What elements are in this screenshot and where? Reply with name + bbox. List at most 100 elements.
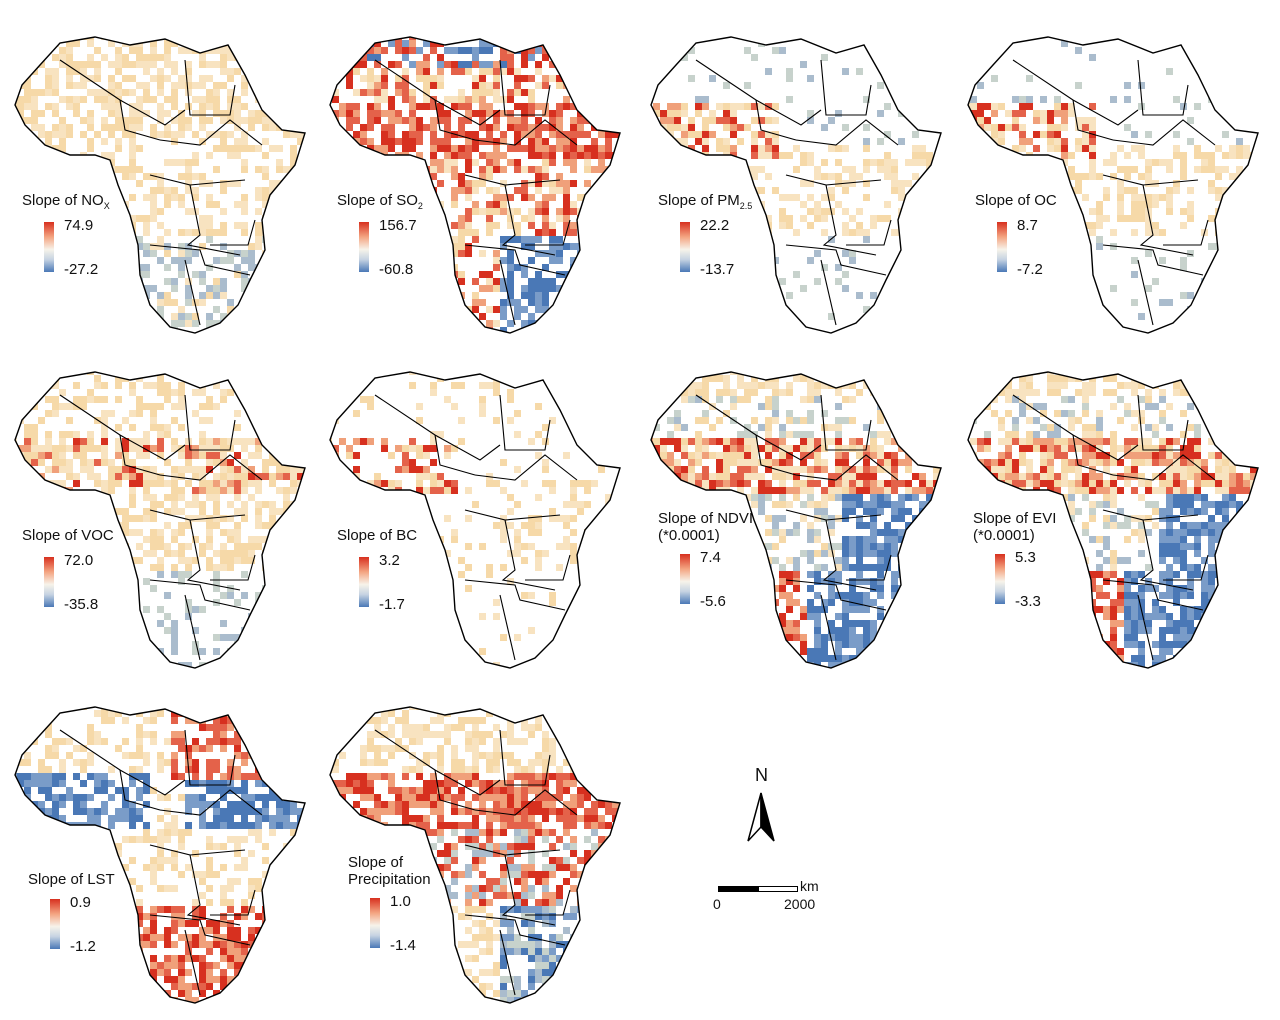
country-border [184, 59, 236, 116]
africa-map-evi [967, 371, 1259, 669]
panel-pm25: Slope of PM2.5 22.2 -13.7 [636, 5, 956, 345]
country-border [1137, 259, 1154, 326]
country-border [184, 929, 201, 996]
country-border [1137, 59, 1189, 116]
country-border [210, 889, 256, 916]
legend-title: Slope of SO2 [337, 192, 423, 211]
country-border [149, 844, 241, 926]
legend-max: 0.9 [70, 893, 91, 911]
country-border [504, 514, 561, 521]
legend-precip: Slope of Precipitation 1.0 -1.4 [348, 854, 431, 954]
legend-max: 3.2 [379, 551, 400, 569]
africa-coastline [14, 706, 306, 1004]
legend-nox: Slope of NOX 74.9 -27.2 [22, 192, 110, 277]
country-border [1137, 594, 1154, 661]
color-ramp [44, 221, 54, 272]
country-border [525, 554, 571, 581]
africa-map-nox [14, 36, 306, 334]
country-border [119, 99, 161, 141]
country-border [184, 594, 201, 661]
africa-map-oc [967, 36, 1259, 334]
country-border [499, 929, 516, 996]
country-border [1072, 434, 1114, 476]
legend-min: -35.8 [64, 595, 99, 613]
raster-cells [15, 372, 305, 668]
panel-lst: Slope of LST 0.9 -1.2 [0, 675, 320, 1015]
legend-title: Slope of NDVI [658, 510, 754, 527]
africa-map-voc [14, 371, 306, 669]
country-border [820, 259, 837, 326]
country-border [846, 554, 892, 581]
country-border [184, 394, 236, 451]
country-border [825, 514, 882, 521]
raster-cells [15, 707, 305, 1003]
legend-min: -1.4 [390, 937, 416, 954]
panel-voc: Slope of VOC 72.0 -35.8 [0, 340, 320, 680]
color-ramp [680, 221, 690, 272]
country-border [464, 914, 566, 946]
legend-max: 22.2 [700, 216, 730, 234]
north-arrow: N [740, 765, 790, 855]
legend-title: Slope of NOX [22, 192, 110, 211]
country-border [846, 219, 892, 246]
raster-cells [330, 37, 620, 333]
raster-cells [330, 372, 620, 668]
legend-max: 72.0 [64, 551, 94, 569]
country-border [1112, 119, 1216, 146]
country-border [464, 844, 556, 926]
legend-title-line2: (*0.0001) [658, 526, 720, 544]
raster-cells [15, 37, 305, 333]
north-label: N [755, 765, 768, 785]
country-border [1102, 174, 1194, 256]
country-border [149, 509, 241, 591]
legend-max: 1.0 [390, 893, 411, 910]
country-border [755, 99, 797, 141]
country-border [820, 594, 837, 661]
country-border [695, 59, 822, 126]
country-border [474, 454, 578, 481]
legend-max: 5.3 [1015, 549, 1036, 566]
country-border [119, 434, 161, 476]
country-border [119, 769, 161, 811]
africa-coastline [967, 36, 1259, 334]
country-border [1142, 514, 1199, 521]
panel-ndvi: Slope of NDVI (*0.0001) 7.4 -5.6 [636, 340, 956, 680]
country-border [210, 554, 256, 581]
country-border [499, 259, 516, 326]
country-border [159, 119, 263, 146]
country-border [1163, 219, 1209, 246]
legend-lst: Slope of LST 0.9 -1.2 [28, 871, 115, 954]
country-border [1112, 454, 1216, 481]
country-border [785, 174, 877, 256]
legend-so2: Slope of SO2 156.7 -60.8 [337, 192, 423, 277]
panel-bc: Slope of BC 3.2 -1.7 [315, 340, 635, 680]
country-border [189, 179, 246, 186]
legend-title: Slope of [348, 854, 404, 871]
country-border [525, 219, 571, 246]
legend-min: -1.7 [379, 595, 405, 613]
country-border [184, 729, 236, 786]
color-ramp [997, 221, 1007, 272]
country-border [464, 174, 556, 256]
africa-map-ndvi [650, 371, 942, 669]
legend-title: Slope of LST [28, 871, 115, 888]
country-border [189, 849, 246, 856]
panel-nox: Slope of NOX 74.9 -27.2 [0, 5, 320, 345]
legend-voc: Slope of VOC 72.0 -35.8 [22, 527, 114, 613]
scale-end: 2000 [784, 896, 816, 912]
country-border [159, 789, 263, 816]
legend-title-line2: Precipitation [348, 870, 431, 888]
panel-precip: Slope of Precipitation 1.0 -1.4 [315, 675, 635, 1015]
country-border [499, 729, 551, 786]
africa-coastline [14, 371, 306, 669]
africa-map-pm25 [650, 36, 942, 334]
country-border [785, 244, 887, 276]
legend-min: -3.3 [1015, 593, 1041, 610]
legend-title: Slope of OC [975, 192, 1057, 209]
africa-coastline [329, 706, 621, 1004]
legend-title: Slope of EVI [973, 510, 1057, 527]
country-border [159, 454, 263, 481]
legend-title: Slope of BC [337, 527, 418, 544]
country-border [149, 579, 251, 611]
